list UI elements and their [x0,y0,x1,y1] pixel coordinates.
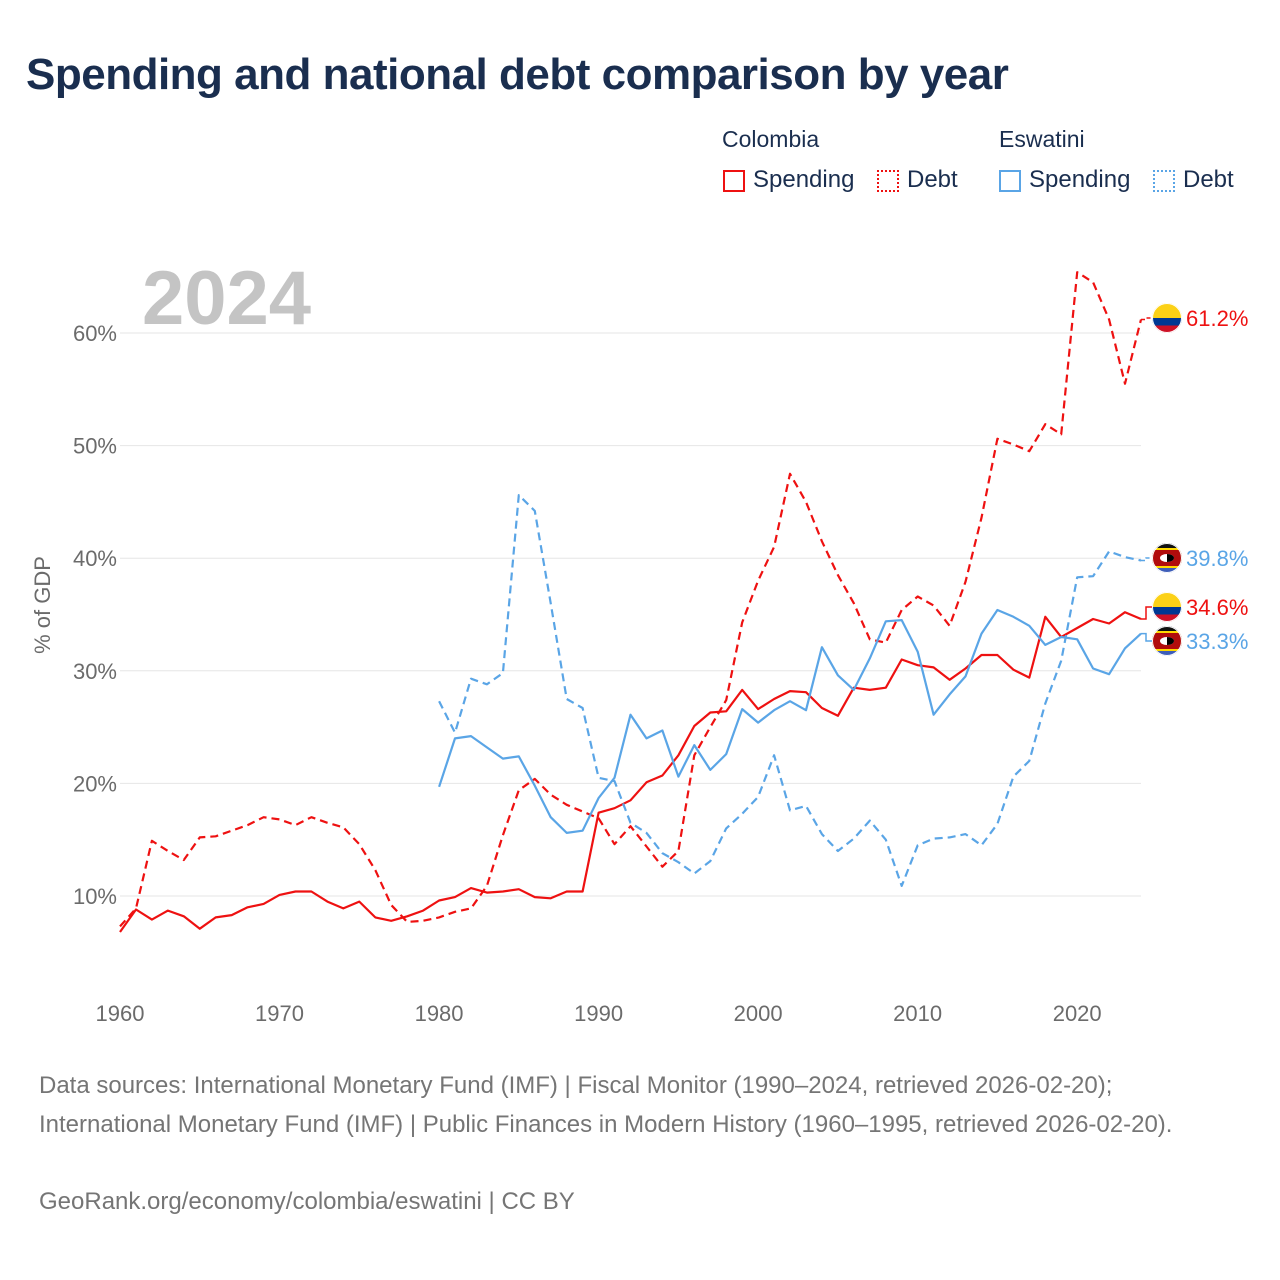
year-label: 2024 [142,256,311,341]
legend-group-colombia: Colombia [722,126,820,152]
legend-swatch-colombia-debt[interactable] [877,170,899,192]
legend-label-eswatini-debt[interactable]: Debt [1183,166,1234,193]
x-tick-label: 1980 [415,1001,464,1026]
data-sources: Data sources: International Monetary Fun… [39,1072,1173,1138]
end-connector [1141,632,1152,642]
end-connector [1141,606,1152,620]
line-chart: 2024 10% 20% 30% 40% 50% 60% 1960 1970 1980 1990… [30,256,1248,1026]
legend-swatch-eswatini-debt[interactable] [1153,170,1175,192]
source-url[interactable]: GeoRank.org/economy/colombia/eswatini | … [39,1188,575,1215]
x-tick-label: 2010 [893,1001,942,1026]
y-tick-label: 30% [73,659,117,684]
end-value-label: 39.8% [1186,546,1248,571]
y-tick-label: 60% [73,321,117,346]
flag-eswatini-icon [1152,626,1182,656]
legend-swatch-colombia-spending[interactable] [723,170,745,192]
x-tick-label: 2020 [1053,1001,1102,1026]
x-tick-label: 1970 [255,1001,304,1026]
series-colombia-debt[interactable] [119,271,1143,928]
series-eswatini-spending[interactable] [438,608,1142,835]
x-axis-ticks: 1960 1970 1980 1990 2000 2010 2020 [96,1001,1102,1026]
legend-swatch-eswatini-spending[interactable] [999,170,1021,192]
y-tick-label: 40% [73,546,117,571]
legend-label-colombia-debt[interactable]: Debt [907,166,958,193]
end-connector [1141,317,1152,321]
end-value-label: 34.6% [1186,595,1248,620]
legend-label-eswatini-spending[interactable]: Spending [1029,166,1131,193]
y-axis-ticks: 10% 20% 30% 40% 50% 60% [73,321,117,909]
end-value-label: 61.2% [1186,306,1248,331]
chart-title: Spending and national debt comparison by… [26,50,1009,99]
x-tick-label: 1960 [96,1001,145,1026]
legend-label-colombia-spending[interactable]: Spending [753,166,855,193]
series-lines [119,271,1143,933]
series-colombia-spending[interactable] [119,611,1142,933]
end-connector [1141,557,1152,562]
series-eswatini-debt[interactable] [438,494,1142,888]
end-value-label: 33.3% [1186,629,1248,654]
flag-colombia-icon [1152,592,1182,622]
flag-colombia-icon [1152,303,1182,333]
y-tick-label: 10% [73,884,117,909]
flag-eswatini-icon [1152,543,1182,573]
y-axis-label: % of GDP [30,556,55,654]
end-markers: 34.6% 61.2% 33.3% 39.8% [1141,303,1248,656]
gridlines [120,332,1141,897]
y-tick-label: 50% [73,434,117,459]
y-tick-label: 20% [73,771,117,796]
x-tick-label: 1990 [574,1001,623,1026]
legend-group-eswatini: Eswatini [999,126,1085,152]
x-tick-label: 2000 [734,1001,783,1026]
